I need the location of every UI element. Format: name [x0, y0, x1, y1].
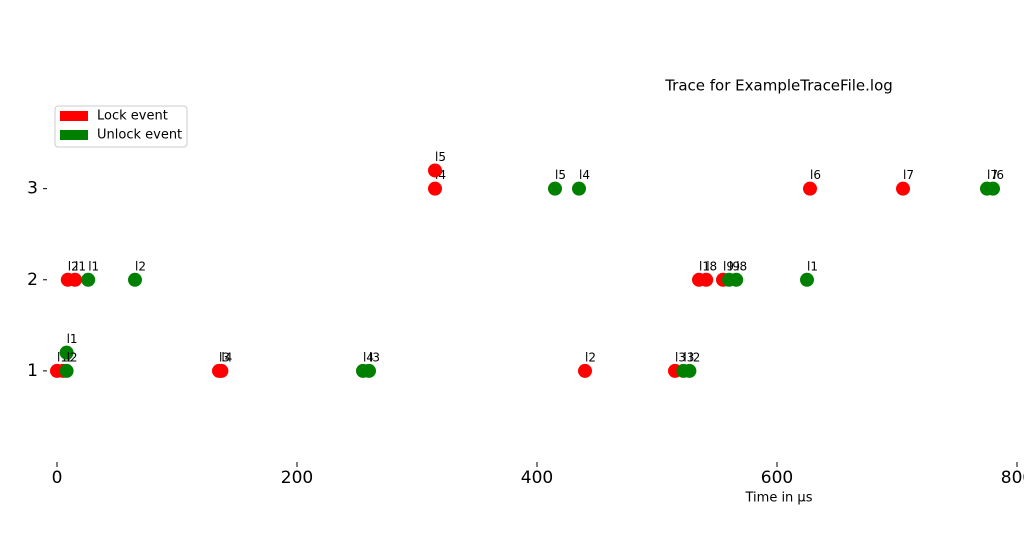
x-axis-label: Time in µs [745, 491, 813, 506]
point-label: l3 [675, 350, 686, 364]
point-label: l2 [585, 350, 596, 364]
point-label: l3 [369, 350, 380, 364]
point-label: l1 [88, 259, 99, 273]
event-point [428, 163, 442, 178]
event-point [548, 181, 562, 196]
point-label: l8 [706, 259, 717, 273]
chart-title: Trace for ExampleTraceFile.log [664, 77, 893, 95]
point-label: l1 [67, 332, 78, 346]
point-label: l3 [219, 350, 230, 364]
point-label: l5 [435, 150, 446, 164]
event-point [214, 363, 229, 378]
point-label: l1 [75, 259, 86, 273]
point-label: l7 [987, 168, 998, 182]
y-tick-label: 1 [27, 361, 38, 381]
y-tick-label: 2 [27, 270, 38, 290]
point-label: l6 [810, 168, 821, 182]
point-label: l4 [221, 350, 232, 364]
point-label: l3 [683, 350, 694, 364]
event-point [68, 272, 82, 287]
point-label: l1 [699, 259, 710, 273]
event-point [578, 363, 592, 378]
event-point [682, 363, 697, 378]
point-label: l9 [729, 259, 740, 273]
event-point [81, 272, 96, 287]
point-label: l4 [363, 350, 374, 364]
event-point [59, 363, 74, 378]
event-point [362, 363, 376, 378]
point-label: l5 [555, 168, 566, 182]
x-tick-label: 400 [521, 468, 553, 488]
event-point [128, 272, 142, 287]
point-label: l2 [689, 350, 700, 364]
event-point [729, 272, 744, 287]
x-tick-label: 200 [281, 468, 313, 488]
event-point [428, 181, 442, 196]
legend-label: Lock event [97, 109, 168, 124]
point-label: l9 [723, 259, 734, 273]
point-label: l6 [993, 168, 1004, 182]
point-label: l2 [67, 350, 78, 364]
legend-swatch [60, 130, 88, 140]
event-point [800, 272, 814, 287]
legend-swatch [60, 111, 88, 121]
point-label: l4 [579, 168, 590, 182]
x-tick-label: 0 [52, 468, 63, 488]
point-label: l1 [807, 259, 818, 273]
event-point [699, 272, 714, 287]
event-point [59, 345, 74, 360]
event-point [572, 181, 586, 196]
event-point [986, 181, 1000, 196]
point-label: l8 [736, 259, 747, 273]
legend-label: Unlock event [97, 128, 182, 143]
event-point [896, 181, 910, 196]
point-label: l2 [68, 259, 79, 273]
point-label: l2 [135, 259, 146, 273]
event-point [803, 181, 817, 196]
x-tick-label: 600 [761, 468, 793, 488]
x-tick-label: 800 [1001, 468, 1024, 488]
point-label: l7 [903, 168, 914, 182]
point-label: l4 [435, 168, 446, 182]
y-tick-label: 3 [27, 179, 38, 199]
